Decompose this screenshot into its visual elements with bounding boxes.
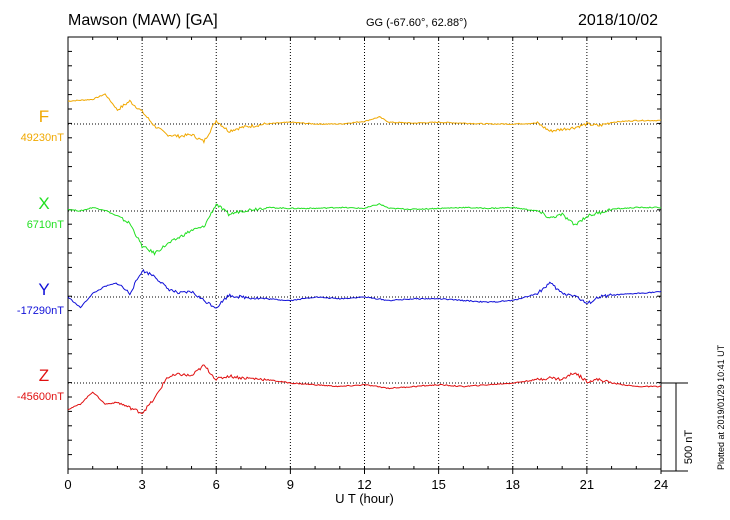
series-label-y: Y bbox=[38, 280, 49, 299]
series-line-f bbox=[67, 93, 662, 144]
scale-bar-label: 500 nT bbox=[683, 430, 695, 465]
x-axis-label: U T (hour) bbox=[335, 491, 394, 506]
series-label-x: X bbox=[38, 194, 49, 213]
x-tick-label: 24 bbox=[654, 477, 668, 492]
x-tick-label: 3 bbox=[139, 477, 146, 492]
x-tick-label: 15 bbox=[431, 477, 445, 492]
series-baseline-z: -45600nT bbox=[17, 391, 64, 403]
date-label: 2018/10/02 bbox=[578, 12, 659, 29]
series-baseline-y: -17290nT bbox=[17, 305, 64, 317]
series-baseline-f: 49230nT bbox=[21, 132, 65, 144]
series-line-y bbox=[67, 268, 662, 309]
station-title: Mawson (MAW) [GA] bbox=[68, 12, 218, 29]
x-tick-label: 12 bbox=[357, 477, 371, 492]
series-baseline-x: 6710nT bbox=[27, 219, 65, 231]
series-label-f: F bbox=[39, 107, 49, 126]
series-line-z bbox=[67, 364, 662, 415]
x-tick-label: 21 bbox=[580, 477, 594, 492]
series-label-z: Z bbox=[39, 366, 49, 385]
x-tick-label: 18 bbox=[506, 477, 520, 492]
x-tick-label: 0 bbox=[64, 477, 71, 492]
coordinates-label: GG (-67.60°, 62.88°) bbox=[366, 17, 468, 29]
series-line-x bbox=[67, 203, 662, 256]
x-tick-label: 6 bbox=[213, 477, 220, 492]
x-tick-label: 9 bbox=[287, 477, 294, 492]
